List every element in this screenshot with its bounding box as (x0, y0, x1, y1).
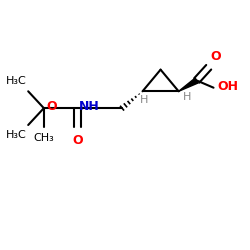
Text: H₃C: H₃C (6, 130, 27, 140)
Text: O: O (72, 134, 83, 147)
Text: H: H (183, 92, 191, 102)
Text: CH₃: CH₃ (34, 134, 54, 143)
Text: O: O (46, 100, 57, 114)
Text: O: O (210, 50, 220, 63)
Text: H: H (140, 96, 148, 106)
Text: H₃C: H₃C (6, 76, 27, 86)
Text: NH: NH (78, 100, 99, 114)
Text: OH: OH (218, 80, 239, 93)
Polygon shape (179, 78, 198, 91)
